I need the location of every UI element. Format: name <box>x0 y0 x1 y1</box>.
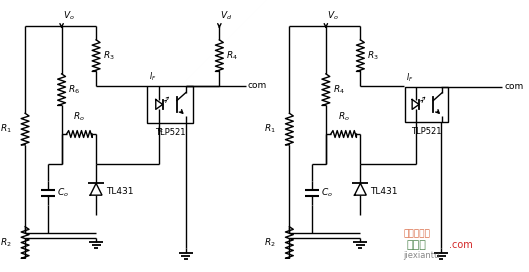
Text: $R_3$: $R_3$ <box>367 50 379 62</box>
Text: 电子发烧友: 电子发烧友 <box>403 230 430 239</box>
Text: $I_F$: $I_F$ <box>406 71 413 84</box>
Text: $R_2$: $R_2$ <box>0 236 11 249</box>
Text: jiexiantu: jiexiantu <box>403 251 440 260</box>
Text: $R_6$: $R_6$ <box>68 84 80 96</box>
Text: $R_1$: $R_1$ <box>0 123 11 135</box>
Text: $R_2$: $R_2$ <box>264 236 276 249</box>
Text: TLP521: TLP521 <box>411 127 442 136</box>
Text: $R_3$: $R_3$ <box>103 50 115 62</box>
Text: TL431: TL431 <box>106 187 133 196</box>
Text: $R_o$: $R_o$ <box>338 111 350 123</box>
Text: com: com <box>248 81 267 90</box>
Text: $R_o$: $R_o$ <box>74 111 85 123</box>
Text: $C_o$: $C_o$ <box>57 187 69 199</box>
Text: TLP521: TLP521 <box>155 128 185 137</box>
Text: $V_d$: $V_d$ <box>221 9 233 21</box>
Text: $I_F$: $I_F$ <box>149 70 156 83</box>
Text: com: com <box>504 82 524 91</box>
Text: $C_o$: $C_o$ <box>321 187 333 199</box>
Text: $V_o$: $V_o$ <box>327 9 339 21</box>
Text: $R_4$: $R_4$ <box>226 50 238 62</box>
Bar <box>148 86 193 123</box>
Bar <box>405 87 448 122</box>
Text: $I_c$: $I_c$ <box>157 122 164 135</box>
Text: $R_1$: $R_1$ <box>264 123 276 135</box>
Text: 接线图: 接线图 <box>407 240 426 251</box>
Text: TL431: TL431 <box>370 187 398 196</box>
Text: $V_o$: $V_o$ <box>62 9 75 21</box>
Text: $R_4$: $R_4$ <box>333 84 345 96</box>
Text: .com: .com <box>449 240 473 251</box>
